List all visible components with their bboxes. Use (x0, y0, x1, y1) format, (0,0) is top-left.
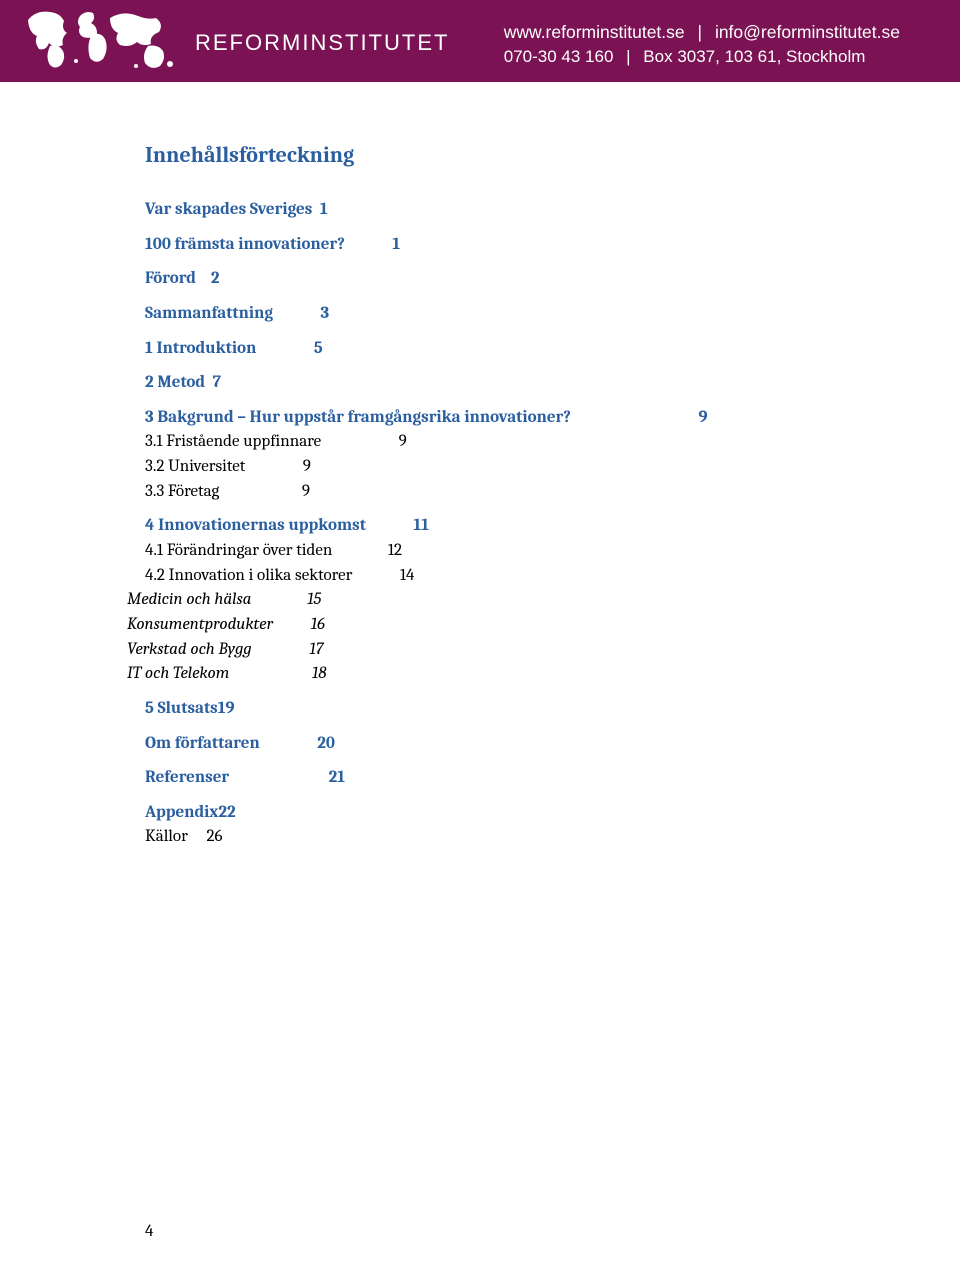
toc-page: 15 (307, 590, 321, 609)
toc-page: 20 (317, 734, 335, 753)
toc-page: 9 (302, 482, 310, 501)
toc-page: 1 (320, 200, 328, 219)
toc-label: Konsumentprodukter (127, 615, 273, 634)
address-text: Box 3037, 103 61, Stockholm (643, 47, 865, 66)
toc-subentry: 3.3 Företag 9 (145, 480, 840, 505)
toc-subentry: 3.2 Universitet 9 (145, 455, 840, 480)
toc-label: 4.2 Innovation i olika sektorer (145, 566, 352, 585)
toc-label: 5 Slutsats (145, 699, 218, 718)
toc-label: 3 Bakgrund – Hur uppstår framgångsrika i… (145, 408, 571, 427)
toc-sector: Verkstad och Bygg 17 (127, 638, 840, 663)
toc-label: 1 Introduktion (145, 339, 256, 358)
toc-label: IT och Telekom (127, 664, 229, 683)
toc-label: Medicin och hälsa (127, 590, 251, 609)
toc-entry: Förord 2 (145, 267, 840, 292)
toc-page: 7 (213, 373, 221, 392)
toc-page: 5 (314, 339, 323, 358)
contact-line-2: 070-30 43 160 | Box 3037, 103 61, Stockh… (504, 46, 900, 67)
toc-label: Förord (145, 269, 196, 288)
website-link[interactable]: www.reforminstitutet.se (504, 22, 685, 42)
toc-entry: Sammanfattning 3 (145, 302, 840, 327)
toc-entry: Var skapades Sveriges 1 (145, 198, 840, 223)
toc-label: Källor (145, 827, 188, 846)
toc-subentry: 3.1 Fristående uppfinnare 9 (145, 430, 840, 455)
phone-text: 070-30 43 160 (504, 47, 614, 66)
page-header: REFORMINSTITUTET www.reforminstitutet.se… (0, 0, 960, 82)
separator: | (618, 47, 638, 66)
toc-page: 18 (312, 664, 327, 683)
toc-entry: Om författaren 20 (145, 732, 840, 757)
toc-entry: 3 Bakgrund – Hur uppstår framgångsrika i… (145, 406, 840, 431)
toc-page: 9 (303, 457, 311, 476)
toc-page: 21 (329, 768, 345, 787)
toc-page: 9 (699, 408, 708, 427)
brand-name: REFORMINSTITUTET (195, 30, 449, 56)
toc-entry: Appendix22 (145, 801, 840, 826)
toc-label: 2 Metod (145, 373, 205, 392)
toc-entry: 2 Metod 7 (145, 371, 840, 396)
toc-entry: 1 Introduktion 5 (145, 337, 840, 362)
toc-entry: 5 Slutsats19 (145, 697, 840, 722)
toc-page: 1 (392, 235, 400, 254)
toc-subentry: Källor 26 (145, 825, 840, 850)
contact-line-1: www.reforminstitutet.se | info@reformins… (504, 22, 900, 44)
toc-label: Appendix (145, 803, 218, 822)
email-link[interactable]: info@reforminstitutet.se (715, 22, 900, 42)
toc-label: Referenser (145, 768, 229, 787)
toc-title: Innehållsförteckning (145, 142, 840, 168)
toc-sector: Konsumentprodukter 16 (127, 613, 840, 638)
logo-block: REFORMINSTITUTET (0, 0, 430, 82)
toc-sector: Medicin och hälsa 15 (127, 588, 840, 613)
toc-page: 14 (400, 566, 415, 585)
toc-label: 4.1 Förändringar över tiden (145, 541, 332, 560)
toc-label: 4 Innovationernas uppkomst (145, 516, 366, 535)
toc-label: Om författaren (145, 734, 260, 753)
page-body: Innehållsförteckning Var skapades Sverig… (0, 82, 960, 850)
header-contact: www.reforminstitutet.se | info@reformins… (504, 22, 900, 67)
toc-label: 100 främsta innovationer? (145, 235, 345, 254)
toc-page: 19 (218, 699, 235, 718)
toc-label: Var skapades Sveriges (145, 200, 312, 219)
toc-page: 12 (388, 541, 402, 560)
toc-page: 3 (321, 304, 330, 323)
toc-subentry: 4.2 Innovation i olika sektorer 14 (145, 564, 840, 589)
toc-page: 9 (399, 432, 407, 451)
toc-entry: 4 Innovationernas uppkomst 11 (145, 514, 840, 539)
toc-page: 16 (310, 615, 325, 634)
toc-page: 11 (413, 516, 429, 535)
toc-subentry: 4.1 Förändringar över tiden 12 (145, 539, 840, 564)
toc-label: 3.3 Företag (145, 482, 219, 501)
toc-page: 17 (309, 640, 323, 659)
world-map-icon (18, 6, 178, 76)
toc-label: 3.1 Fristående uppfinnare (145, 432, 321, 451)
toc-label: Sammanfattning (145, 304, 273, 323)
toc-page: 22 (218, 803, 235, 822)
separator: | (690, 22, 711, 42)
toc-entry: Referenser 21 (145, 766, 840, 791)
toc-label: Verkstad och Bygg (127, 640, 252, 659)
page-number: 4 (145, 1222, 153, 1241)
toc-entry: 100 främsta innovationer? 1 (145, 233, 840, 258)
toc-page: 26 (207, 827, 223, 846)
toc-page: 2 (211, 269, 220, 288)
toc-sector: IT och Telekom 18 (127, 662, 840, 687)
toc-label: 3.2 Universitet (145, 457, 245, 476)
